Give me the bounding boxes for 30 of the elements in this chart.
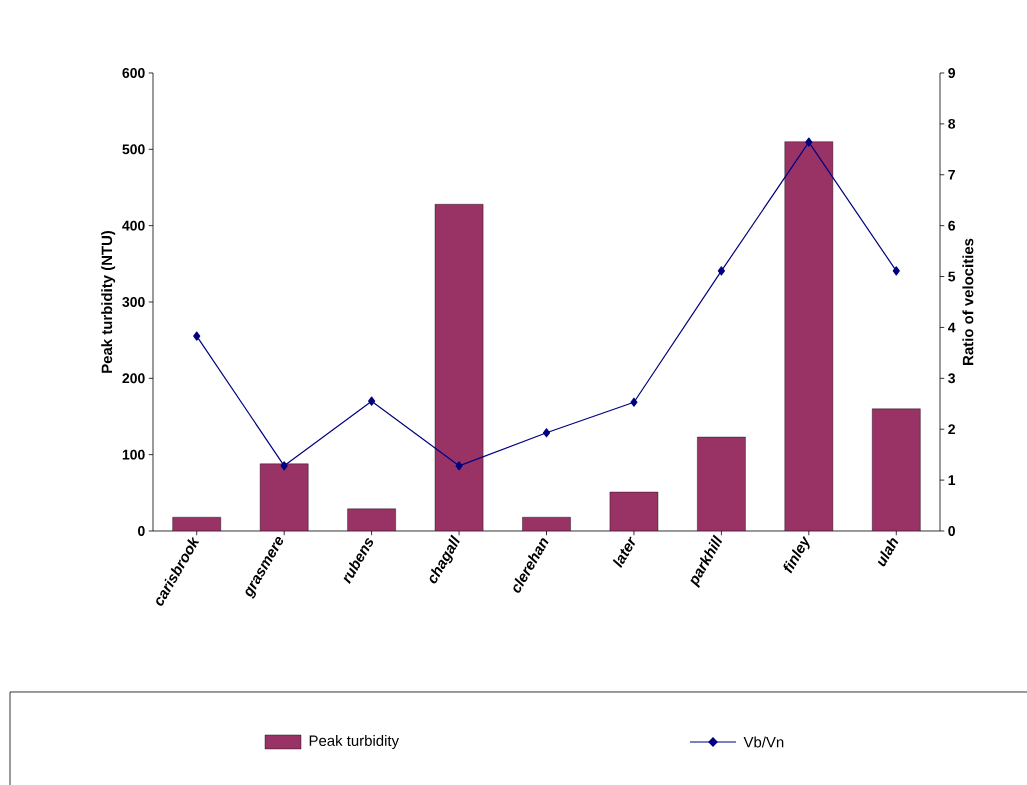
legend-label: Peak turbidity: [309, 735, 400, 749]
point: [193, 331, 201, 341]
point: [717, 266, 725, 276]
y-tick-label: 0: [138, 526, 145, 536]
y-tick-label: 200: [122, 373, 145, 384]
legend-label: Vb/Vn: [743, 736, 784, 748]
point: [892, 266, 900, 276]
y2-tick-label: 5: [948, 271, 956, 282]
y2-tick-label: 8: [948, 118, 956, 129]
y-tick-label: 300: [122, 297, 145, 307]
y2-tick-label: 6: [948, 220, 956, 231]
point: [455, 461, 463, 471]
point: [805, 137, 813, 147]
y2-tick-label: 7: [948, 169, 955, 180]
y2-tick-label: 2: [948, 424, 955, 435]
point: [368, 396, 376, 406]
y-tick-label: 500: [122, 144, 145, 155]
y-tick-label: 600: [122, 68, 145, 78]
y-axis-title: Peak turbidity (NTU): [101, 230, 116, 373]
point: [280, 461, 288, 471]
y2-axis-title: Ratio of velocities: [962, 238, 974, 365]
y2-tick-label: 0: [948, 526, 955, 536]
y2-tick-label: 3: [948, 373, 956, 384]
y2-tick-label: 1: [948, 475, 956, 485]
point: [542, 428, 551, 438]
y2-tick-label: 4: [948, 322, 956, 333]
point: [630, 397, 638, 407]
y-tick-label: 100: [122, 449, 145, 460]
y-tick-label: 400: [122, 220, 145, 231]
y2-tick-label: 9: [948, 68, 956, 78]
